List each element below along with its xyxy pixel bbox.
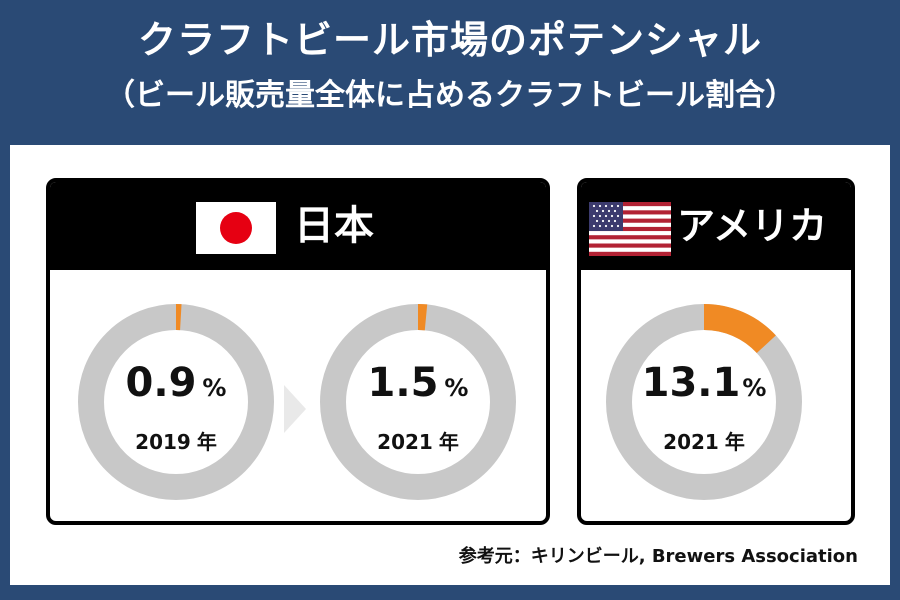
donut-slice-craft-share <box>703 304 776 354</box>
japan-flag-icon <box>196 202 276 254</box>
page-subtitle: （ビール販売量全体に占めるクラフトビール割合） <box>105 78 795 113</box>
year-suffix: 年 <box>724 430 745 454</box>
year-label-usa-2021: 2021 年 <box>606 426 802 455</box>
year-suffix: 年 <box>196 430 217 454</box>
japan-label: 日本 <box>294 203 374 249</box>
value-label-japan-2021: 1.5% <box>320 360 516 406</box>
value-label-japan-2019: 0.9% <box>78 360 274 406</box>
year-number: 2019 <box>135 430 191 454</box>
japan-flag-disc <box>220 212 252 244</box>
usa-label: アメリカ <box>677 204 828 248</box>
usa-card: アメリカ <box>577 178 855 525</box>
donut-japan-2019 <box>78 304 274 500</box>
year-number: 2021 <box>377 430 433 454</box>
arrow-right-icon <box>284 385 306 433</box>
value-number: 13.1 <box>641 360 741 406</box>
year-suffix: 年 <box>438 430 459 454</box>
year-label-japan-2019: 2019 年 <box>78 426 274 455</box>
source-note: 参考元：キリンビール, Brewers Association <box>458 546 858 567</box>
donut-japan-2021 <box>320 304 516 500</box>
percent-unit: % <box>444 374 469 402</box>
donut-usa-2021 <box>606 304 802 500</box>
japan-card-header: 日本 <box>50 182 546 270</box>
value-label-usa-2021: 13.1% <box>606 360 802 406</box>
value-number: 0.9 <box>125 360 197 406</box>
usa-flag-icon <box>589 202 671 256</box>
percent-unit: % <box>742 374 767 402</box>
page-title: クラフトビール市場のポテンシャル <box>137 18 762 62</box>
percent-unit: % <box>202 374 227 402</box>
year-number: 2021 <box>663 430 719 454</box>
usa-card-header: アメリカ <box>581 182 851 270</box>
value-number: 1.5 <box>367 360 439 406</box>
year-label-japan-2021: 2021 年 <box>320 426 516 455</box>
